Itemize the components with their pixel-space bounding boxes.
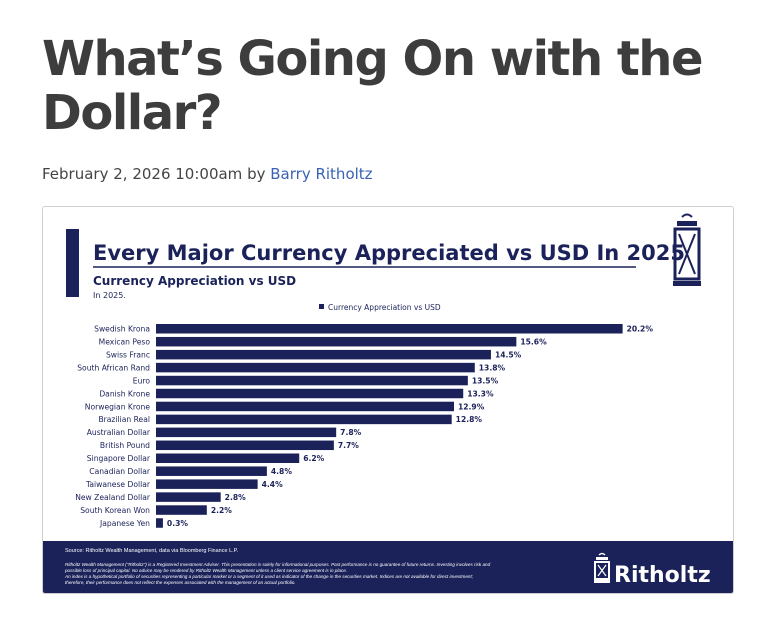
bar <box>156 453 300 463</box>
data-label: 0.3% <box>167 519 188 528</box>
post-date: February 2, 2026 10:00am <box>42 165 243 183</box>
data-label: 6.2% <box>303 454 324 463</box>
bar <box>156 492 221 502</box>
chart-figure: Every Major Currency Appreciated vs USD … <box>42 206 734 594</box>
title-accent-bar <box>66 229 79 297</box>
data-label: 4.8% <box>271 467 292 476</box>
bar <box>156 440 334 451</box>
bar <box>156 388 464 399</box>
category-label: Danish Krone <box>99 389 150 398</box>
data-label: 2.8% <box>225 493 246 502</box>
bar <box>156 375 468 386</box>
data-label: 4.4% <box>262 480 283 489</box>
bar <box>156 505 207 515</box>
data-label: 13.5% <box>472 376 499 385</box>
category-label: Swiss Franc <box>106 350 150 359</box>
category-label: Brazilian Real <box>98 415 150 424</box>
brand-wordmark: Ritholtz <box>614 563 711 588</box>
chart-subtitle-period: In 2025. <box>93 291 126 300</box>
chart-bars: Swedish Krona 20.2% Mexican Peso 15.6% Swiss… <box>75 324 653 528</box>
category-label: Singapore Dollar <box>87 454 151 463</box>
bar <box>156 336 517 347</box>
category-label: Japanese Yen <box>99 519 150 528</box>
data-label: 12.9% <box>458 402 485 411</box>
category-label: New Zealand Dollar <box>75 493 151 502</box>
chart-footer <box>43 541 733 593</box>
lantern-icon <box>673 213 701 286</box>
category-label: Canadian Dollar <box>89 467 151 476</box>
post-by: by <box>247 165 266 183</box>
category-label: South African Rand <box>77 363 150 372</box>
data-label: 2.2% <box>211 506 232 515</box>
currency-chart: Every Major Currency Appreciated vs USD … <box>43 207 733 593</box>
category-label: Taiwanese Dollar <box>85 480 151 489</box>
bar <box>156 324 623 334</box>
data-label: 13.8% <box>479 363 506 372</box>
category-label: Australian Dollar <box>87 428 151 437</box>
bar <box>156 479 258 489</box>
chart-subtitle: Currency Appreciation vs USD <box>93 274 296 288</box>
data-label: 7.8% <box>340 428 361 437</box>
data-label: 13.3% <box>467 389 494 398</box>
data-label: 14.5% <box>495 350 522 359</box>
page-title: What’s Going On with the Dollar? <box>42 31 704 141</box>
category-label: South Korean Won <box>80 506 150 515</box>
category-label: British Pound <box>100 441 150 450</box>
post-meta: February 2, 2026 10:00am by Barry Rithol… <box>42 165 373 183</box>
bar <box>156 466 267 476</box>
bar <box>156 414 452 425</box>
bar <box>156 427 337 438</box>
disclaimer-line-2: possible loss of principal capital. No a… <box>64 568 347 573</box>
disclaimer-line-4: therefore, their performance does not re… <box>65 580 296 585</box>
category-label: Swedish Krona <box>94 325 150 334</box>
category-label: Euro <box>133 376 151 385</box>
brand-lantern-icon <box>594 552 610 583</box>
data-label: 15.6% <box>520 338 547 347</box>
bar <box>156 362 475 373</box>
category-label: Norwegian Krone <box>85 402 151 411</box>
category-label: Mexican Peso <box>99 338 151 347</box>
bar <box>156 518 163 528</box>
data-label: 12.8% <box>456 415 483 424</box>
data-label: 7.7% <box>338 441 359 450</box>
source-note: Source: Ritholtz Wealth Management, data… <box>65 548 239 554</box>
bar <box>156 401 454 412</box>
bar <box>156 349 491 360</box>
legend-label: Currency Appreciation vs USD <box>328 303 441 312</box>
data-label: 20.2% <box>627 325 654 334</box>
chart-title: Every Major Currency Appreciated vs USD … <box>93 241 685 265</box>
disclaimer-line-1: Ritholtz Wealth Management ("Ritholtz") … <box>65 562 491 567</box>
legend-swatch <box>319 304 324 309</box>
chart-background <box>43 207 733 593</box>
author-link[interactable]: Barry Ritholtz <box>270 165 373 183</box>
disclaimer-line-3: An index is a hypothetical portfolio of … <box>64 574 474 579</box>
